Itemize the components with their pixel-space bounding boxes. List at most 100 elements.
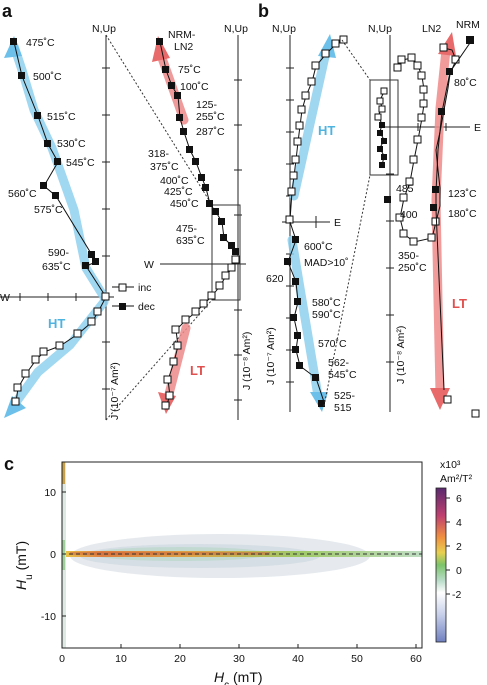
svg-text:LN2: LN2 bbox=[422, 23, 441, 35]
panel-a-left-inc-series bbox=[11, 292, 110, 406]
panel-b-left-inc-series bbox=[285, 35, 348, 224]
svg-text:255˚C: 255˚C bbox=[196, 111, 225, 123]
panel-c-frame bbox=[61, 461, 423, 649]
svg-text:475˚C: 475˚C bbox=[26, 37, 55, 49]
panel-b-ht-label: HT bbox=[318, 123, 335, 138]
svg-text:10: 10 bbox=[115, 653, 127, 665]
panel-b-left-nup-label: N,Up bbox=[272, 23, 296, 35]
svg-text:250˚C: 250˚C bbox=[398, 262, 427, 274]
svg-text:400: 400 bbox=[400, 209, 418, 221]
panel-c-y-ticks bbox=[62, 491, 66, 617]
svg-text:590-: 590- bbox=[48, 247, 70, 259]
panel-c-colorbar-unit: Am²/T² bbox=[440, 473, 473, 485]
panel-b-ht-arrow bbox=[287, 34, 336, 412]
panel-c-colorbar-tick-labels: 6 4 2 0 -2 bbox=[452, 493, 462, 601]
svg-text:600˚C: 600˚C bbox=[304, 241, 333, 253]
svg-text:635˚C: 635˚C bbox=[176, 235, 205, 247]
panel-a-left-nup-label: N,Up bbox=[92, 23, 116, 35]
svg-text:0: 0 bbox=[456, 565, 462, 577]
svg-text:NRM-: NRM- bbox=[168, 29, 196, 41]
panel-c-label: c bbox=[4, 454, 14, 474]
panel-a-left-temp-labels: 475˚C 500˚C 515˚C 530˚C 545˚C 560˚C 575˚… bbox=[8, 37, 95, 273]
svg-text:525-: 525- bbox=[334, 390, 356, 402]
panel-c-y-tick-labels: 10 0 -10 bbox=[41, 487, 56, 623]
panel-b-right-inc-series bbox=[393, 43, 480, 418]
panel-a-right-inc-series bbox=[161, 255, 240, 410]
panel-a-left-dec-series bbox=[10, 38, 107, 298]
panel-b-right-dec-series bbox=[384, 36, 474, 391]
svg-text:100˚C: 100˚C bbox=[180, 81, 209, 93]
svg-text:318-: 318- bbox=[148, 148, 170, 160]
panel-a-zoom-box bbox=[211, 204, 241, 301]
svg-text:562-: 562- bbox=[328, 357, 350, 369]
panel-a-ht-label: HT bbox=[48, 316, 65, 331]
svg-text:575˚C: 575˚C bbox=[34, 204, 63, 216]
svg-text:375˚C: 375˚C bbox=[150, 161, 179, 173]
svg-text:475-: 475- bbox=[176, 223, 198, 235]
svg-text:560˚C: 560˚C bbox=[8, 188, 37, 200]
svg-text:80˚C: 80˚C bbox=[454, 77, 477, 89]
svg-text:450˚C: 450˚C bbox=[170, 198, 199, 210]
svg-text:0: 0 bbox=[50, 549, 56, 561]
panel-b-label: b bbox=[258, 1, 269, 21]
panel-b-left-east-label: E bbox=[334, 217, 341, 229]
svg-text:580˚C: 580˚C bbox=[312, 297, 341, 309]
panel-a-ht-arrow bbox=[4, 36, 109, 418]
panel-c-colorbar bbox=[435, 487, 447, 643]
svg-text:500˚C: 500˚C bbox=[33, 71, 62, 83]
panel-a-right-ticks bbox=[234, 79, 242, 401]
svg-text:590˚C: 590˚C bbox=[312, 309, 341, 321]
panel-b-right-unit-label: J (10⁻⁸ Am²) bbox=[395, 326, 407, 384]
panel-b-right-zoom-cluster bbox=[374, 87, 388, 168]
svg-text:350-: 350- bbox=[398, 250, 420, 262]
svg-text:4: 4 bbox=[456, 517, 462, 529]
svg-text:20: 20 bbox=[174, 653, 186, 665]
svg-text:125-: 125- bbox=[196, 99, 218, 111]
panel-c-colorbar-ticks bbox=[446, 497, 450, 595]
svg-text:0: 0 bbox=[59, 653, 65, 665]
panel-a-zoom-lines bbox=[105, 34, 213, 421]
svg-text:60: 60 bbox=[410, 653, 422, 665]
svg-text:570˚C: 570˚C bbox=[318, 338, 347, 350]
panel-a-left-unit-label: J (10⁻⁷ Am²) bbox=[109, 362, 121, 420]
panel-c-x-ticks bbox=[61, 644, 417, 648]
panel-c-colorbar-title: x10³ bbox=[440, 459, 461, 471]
svg-text:123˚C: 123˚C bbox=[448, 188, 477, 200]
panel-b-lt-label: LT bbox=[452, 296, 467, 311]
svg-text:515: 515 bbox=[334, 402, 352, 414]
panel-b-right-nup-label: N,Up bbox=[368, 23, 392, 35]
panel-b-left-unit-label: J (10⁻⁷ Am²) bbox=[265, 327, 277, 385]
panel-a-right-temp-labels: NRM- LN2 75˚C 100˚C 125- 255˚C 287˚C 318… bbox=[148, 29, 225, 247]
panel-b-right-east-label: E bbox=[474, 122, 481, 134]
panel-a-right-dec-series bbox=[156, 38, 239, 255]
svg-text:515˚C: 515˚C bbox=[47, 111, 76, 123]
panel-b-left-temp-labels: 600˚C MAD>10˚ 620 580˚C 590˚C 570˚C 562-… bbox=[266, 241, 357, 414]
svg-text:400˚C: 400˚C bbox=[160, 175, 189, 187]
panel-a-right-west-label: W bbox=[144, 259, 154, 271]
svg-text:287˚C: 287˚C bbox=[196, 126, 225, 138]
panel-b-zoom-lines bbox=[323, 39, 371, 407]
svg-text:30: 30 bbox=[233, 653, 245, 665]
svg-text:530˚C: 530˚C bbox=[57, 138, 86, 150]
svg-text:NRM: NRM bbox=[456, 19, 480, 31]
svg-text:485: 485 bbox=[396, 183, 414, 195]
panel-c-heatmap bbox=[62, 462, 422, 648]
panel-a-left-axes bbox=[0, 35, 114, 420]
svg-text:425˚C: 425˚C bbox=[164, 186, 193, 198]
svg-text:75˚C: 75˚C bbox=[178, 64, 201, 76]
panel-b-zoom-box bbox=[369, 79, 399, 176]
svg-text:50: 50 bbox=[351, 653, 363, 665]
svg-text:-10: -10 bbox=[41, 611, 56, 623]
svg-text:-2: -2 bbox=[452, 589, 461, 601]
panel-a-west-label: W bbox=[0, 292, 10, 304]
svg-text:10: 10 bbox=[44, 487, 56, 499]
svg-text:inc: inc bbox=[138, 282, 151, 294]
panel-c-y-axis-label: Hu (mT) bbox=[13, 541, 35, 590]
svg-text:2: 2 bbox=[456, 541, 462, 553]
panel-b-right-temp-labels: LN2 NRM 80˚C 485 123˚C 400 180˚C 350- 25… bbox=[396, 19, 480, 274]
panel-a-right-unit-label: J (10⁻⁸ Am²) bbox=[241, 332, 253, 390]
svg-text:40: 40 bbox=[292, 653, 304, 665]
panel-a-left-ticks bbox=[19, 67, 110, 390]
svg-text:620: 620 bbox=[266, 273, 284, 285]
